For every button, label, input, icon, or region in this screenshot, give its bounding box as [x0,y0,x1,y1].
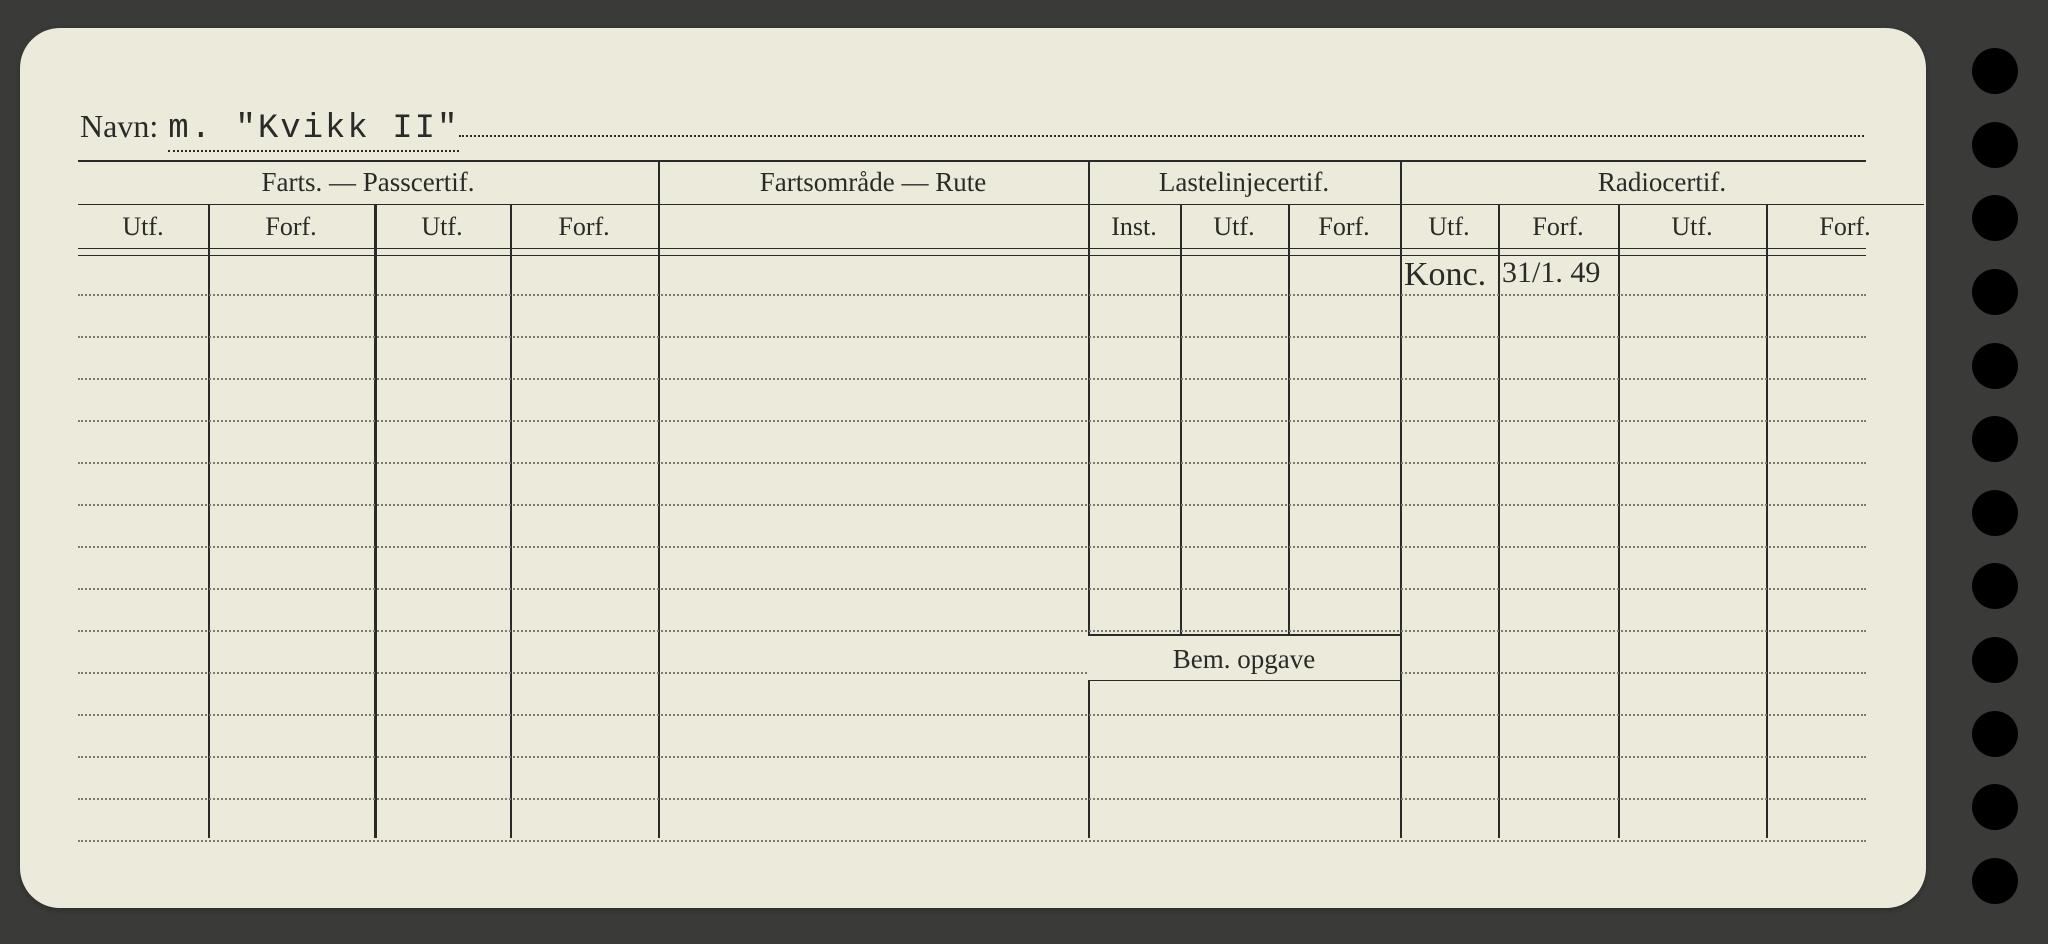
sub-farts-utf2: Utf. [374,204,510,248]
vline-farts-c [510,204,512,838]
vline-radio-a [1498,204,1500,838]
sub-radio-forf1: Forf. [1498,204,1618,248]
header-farts-pass: Farts. — Passcertif. [78,160,658,204]
binder-hole [1972,269,2018,315]
form-grid: Farts. — Passcertif. Fartsområde — Rute … [78,160,1866,838]
dotted-row [78,294,1866,296]
header-lastelinje: Lastelinjecertif. [1088,160,1400,204]
binder-hole [1972,711,2018,757]
binder-hole [1972,490,2018,536]
double-rule [78,248,1866,256]
binder-hole [1972,858,2018,904]
dotted-row [78,546,1866,548]
sub-radio-utf1: Utf. [1400,204,1498,248]
entry-radio-utf-row1: Konc. [1404,256,1486,294]
dotted-row [78,336,1866,338]
dotted-row [78,798,1866,800]
sub-farts-utf1: Utf. [78,204,208,248]
header-fartsomrade: Fartsområde — Rute [658,160,1088,204]
binder-hole [1972,122,2018,168]
dotted-row [78,588,1866,590]
dotted-row [78,504,1866,506]
dotted-row [78,630,1866,632]
sub-radio-utf2: Utf. [1618,204,1766,248]
card-inner: Navn: m. "Kvikk II" Farts. — Passcertif.… [50,50,1896,878]
vline-farts-a [208,204,210,838]
dotted-row [78,714,1866,716]
dotted-row [78,840,1866,842]
binder-hole [1972,48,2018,94]
navn-dotted-remainder [459,134,1864,137]
binder-hole [1972,343,2018,389]
dotted-row [78,756,1866,758]
sub-laste-forf: Forf. [1288,204,1400,248]
binder-hole [1972,637,2018,683]
entry-radio-forf-row1: 31/1. 49 [1502,256,1600,290]
vline-farts-b [374,204,377,838]
binder-hole [1972,784,2018,830]
dotted-row [78,672,1866,674]
header-radio: Radiocertif. [1400,160,1924,204]
sub-fartsomrade-blank [658,204,1088,248]
navn-row: Navn: m. "Kvikk II" [80,108,1864,152]
sub-radio-forf2: Forf. [1766,204,1924,248]
bem-opgave-underline [1088,680,1400,681]
sub-laste-utf: Utf. [1180,204,1288,248]
vline-laste-b [1288,204,1290,634]
navn-label: Navn: [80,108,158,145]
vline-laste-a [1180,204,1182,634]
binder-hole [1972,195,2018,241]
sub-farts-forf1: Forf. [208,204,374,248]
binder-holes [1972,48,2022,904]
bem-opgave-header: Bem. opgave [1088,634,1400,682]
dotted-row [78,462,1866,464]
index-card: Navn: m. "Kvikk II" Farts. — Passcertif.… [20,28,1926,908]
vline-radio-b [1618,204,1620,838]
vline-sec1 [658,160,660,838]
navn-value: m. "Kvikk II" [168,110,459,152]
binder-hole [1972,416,2018,462]
binder-hole [1972,563,2018,609]
vline-sec2 [1088,160,1090,838]
dotted-row [78,420,1866,422]
dotted-row [78,378,1866,380]
sub-laste-inst: Inst. [1088,204,1180,248]
vline-sec3 [1400,160,1402,838]
vline-radio-c [1766,204,1768,838]
sub-farts-forf2: Forf. [510,204,658,248]
